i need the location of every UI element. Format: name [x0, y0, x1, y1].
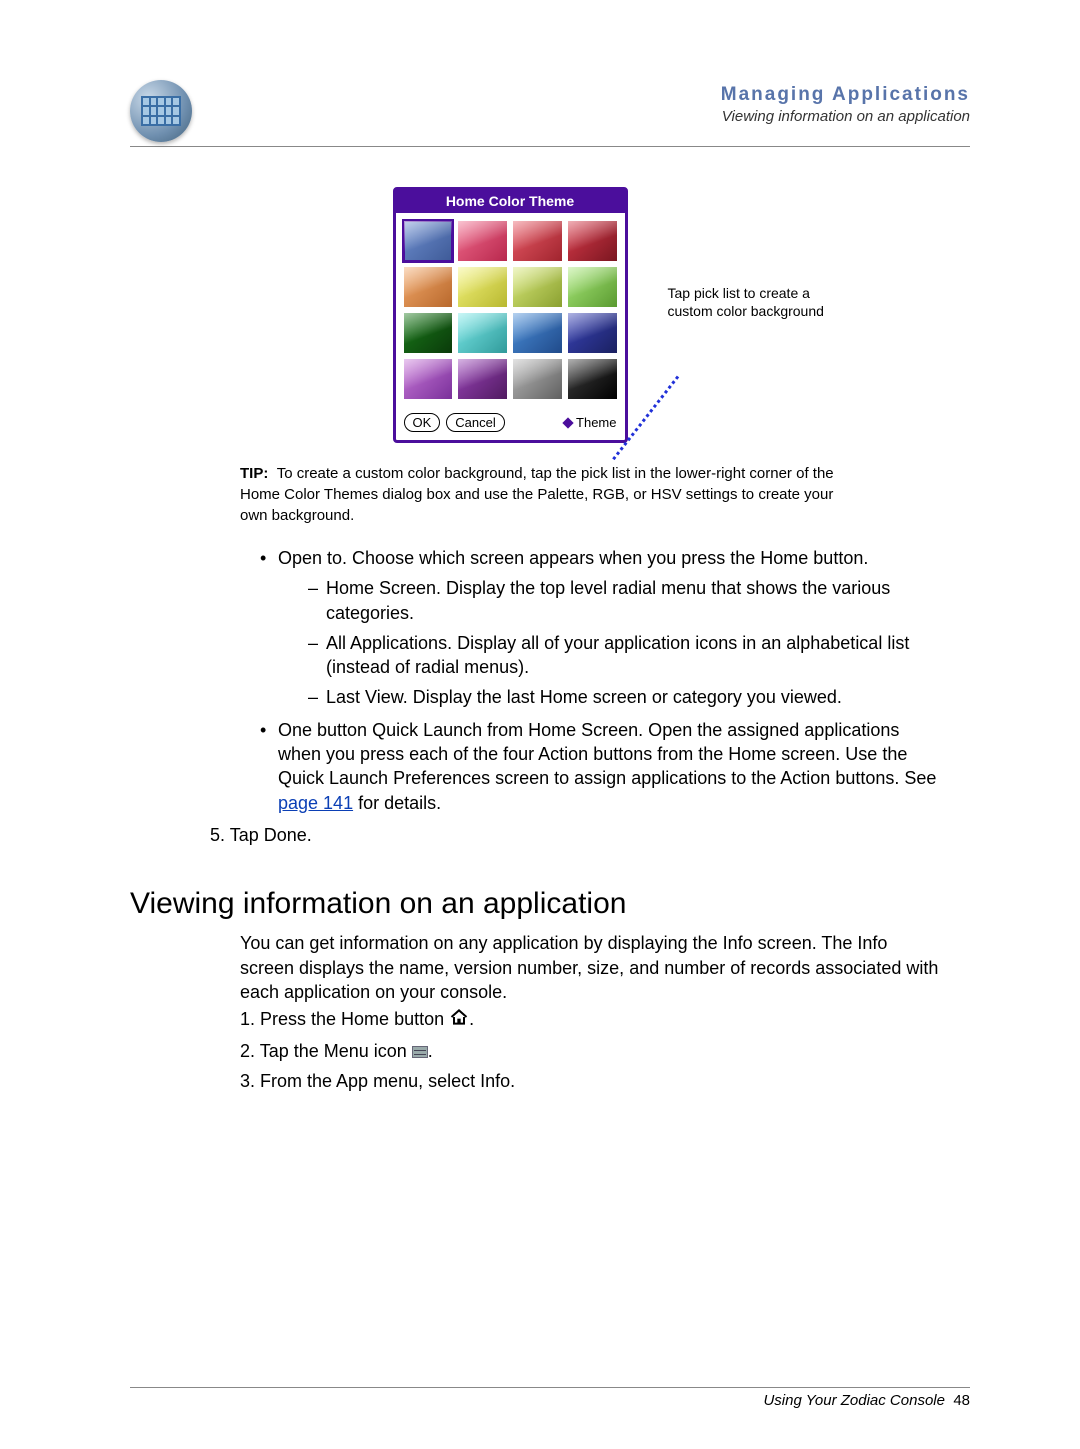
- step-2: 2. Tap the Menu icon .: [240, 1036, 970, 1067]
- color-swatch[interactable]: [458, 313, 507, 353]
- color-swatch[interactable]: [458, 221, 507, 261]
- step-3: 3. From the App menu, select Info.: [240, 1066, 970, 1097]
- color-swatch[interactable]: [404, 359, 453, 399]
- page-number: 48: [953, 1392, 970, 1409]
- color-swatch[interactable]: [568, 221, 617, 261]
- color-swatch[interactable]: [568, 313, 617, 353]
- dash-home-screen: Home Screen. Display the top level radia…: [308, 576, 940, 625]
- color-swatch[interactable]: [513, 359, 562, 399]
- picklist-diamond-icon: [562, 417, 573, 428]
- ok-button[interactable]: OK: [404, 413, 441, 432]
- page-link-141[interactable]: page 141: [278, 793, 353, 813]
- color-swatch[interactable]: [513, 221, 562, 261]
- page-header: Managing Applications Viewing informatio…: [130, 80, 970, 147]
- step-5: 5. Tap Done.: [210, 823, 940, 847]
- home-button-icon: [449, 1005, 469, 1036]
- color-swatch[interactable]: [568, 267, 617, 307]
- tip-paragraph: TIP: To create a custom color background…: [240, 463, 860, 526]
- tip-text: To create a custom color background, tap…: [240, 465, 834, 524]
- footer-text: Using Your Zodiac Console: [763, 1392, 945, 1409]
- home-color-theme-dialog: Home Color Theme OK Cancel Theme: [393, 187, 628, 443]
- bullet-open-to: Open to. Choose which screen appears whe…: [260, 546, 940, 710]
- color-swatch[interactable]: [513, 313, 562, 353]
- color-swatch[interactable]: [404, 267, 453, 307]
- header-subtitle: Viewing information on an application: [212, 108, 970, 125]
- step-1: 1. Press the Home button .: [240, 1004, 970, 1036]
- page-footer: Using Your Zodiac Console 48: [130, 1387, 970, 1409]
- section-heading: Viewing information on an application: [130, 887, 970, 921]
- cancel-button[interactable]: Cancel: [446, 413, 504, 432]
- color-swatch[interactable]: [404, 221, 453, 261]
- color-swatch[interactable]: [458, 267, 507, 307]
- theme-picklist[interactable]: Theme: [564, 415, 616, 430]
- section-intro: You can get information on any applicati…: [240, 931, 940, 1004]
- color-swatch[interactable]: [513, 267, 562, 307]
- dash-all-apps: All Applications. Display all of your ap…: [308, 631, 940, 680]
- theme-picklist-label: Theme: [576, 415, 616, 430]
- tip-label: TIP:: [240, 465, 268, 482]
- color-swatch[interactable]: [404, 313, 453, 353]
- header-app-icon: [130, 80, 192, 142]
- bullet-quick-launch: One button Quick Launch from Home Screen…: [260, 718, 940, 815]
- color-swatch[interactable]: [458, 359, 507, 399]
- callout-text: Tap pick list to create a custom color b…: [668, 285, 848, 320]
- color-swatch-grid: [396, 213, 625, 407]
- menu-icon: [412, 1046, 428, 1058]
- dialog-title: Home Color Theme: [396, 190, 625, 213]
- color-swatch[interactable]: [568, 359, 617, 399]
- dash-last-view: Last View. Display the last Home screen …: [308, 685, 940, 709]
- header-title: Managing Applications: [212, 84, 970, 106]
